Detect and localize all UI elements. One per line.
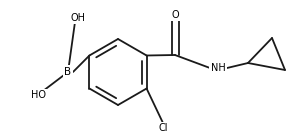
Text: HO: HO [31, 90, 46, 100]
Text: NH: NH [211, 63, 226, 73]
Text: Cl: Cl [158, 123, 168, 133]
Text: B: B [65, 67, 72, 77]
Text: OH: OH [70, 13, 85, 23]
Text: O: O [171, 10, 179, 20]
